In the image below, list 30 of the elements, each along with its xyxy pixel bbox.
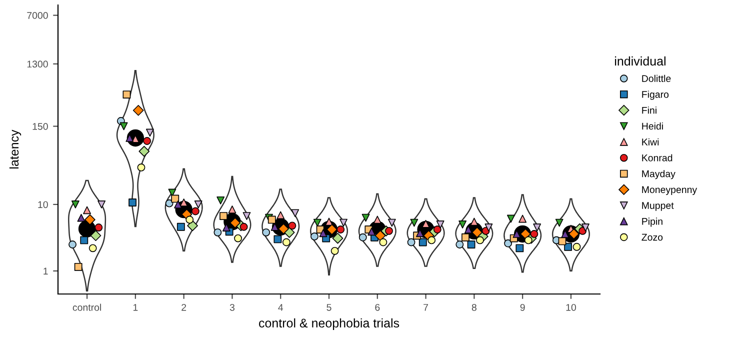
x-tick-label: 6 xyxy=(375,304,380,311)
legend-label: Figaro xyxy=(642,90,669,100)
x-tick-label: 2 xyxy=(182,304,186,311)
x-tick-label: 3 xyxy=(230,304,234,311)
legend-label: Mayday xyxy=(642,170,676,180)
x-tick-label: 7 xyxy=(424,304,428,311)
x-tick-label: 10 xyxy=(566,304,576,311)
y-tick-label: 7000 xyxy=(27,12,48,19)
x-tick-label: control xyxy=(72,304,101,311)
x-axis-title: control & neophobia trials xyxy=(259,318,400,330)
y-tick-label: 1300 xyxy=(27,60,48,68)
legend-label: Konrad xyxy=(642,154,672,162)
y-tick-label: 1 xyxy=(44,268,48,274)
legend-label: Fini xyxy=(642,106,656,114)
x-tick-label: 1 xyxy=(133,304,138,311)
y-axis-title: latency xyxy=(9,130,22,168)
legend-label: Muppet xyxy=(642,202,674,211)
x-tick-label: 4 xyxy=(278,304,284,311)
legend-label: Zozo xyxy=(642,234,663,241)
x-tick-label: 5 xyxy=(326,304,332,311)
y-tick-label: 150 xyxy=(32,123,48,130)
legend-label: Dolittle xyxy=(642,74,671,82)
legend-label: Pipin xyxy=(642,218,662,227)
y-tick-label: 10 xyxy=(38,201,48,208)
legend-label: Heidi xyxy=(642,122,663,130)
legend-label: Moneypenny xyxy=(642,186,698,195)
legend-label: Kiwi xyxy=(642,138,659,146)
x-tick-label: 9 xyxy=(520,304,525,311)
legend-title: individual xyxy=(615,56,666,66)
x-tick-label: 8 xyxy=(472,304,476,311)
